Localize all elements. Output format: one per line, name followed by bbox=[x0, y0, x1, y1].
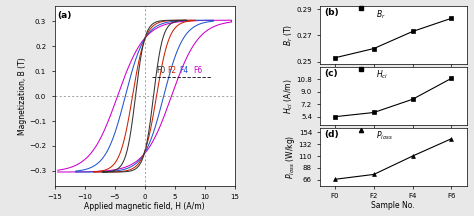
Text: (c): (c) bbox=[324, 69, 337, 78]
Y-axis label: Magnetization, B (T): Magnetization, B (T) bbox=[18, 57, 27, 135]
Text: F0: F0 bbox=[156, 66, 166, 75]
Y-axis label: $B_r$ (T): $B_r$ (T) bbox=[283, 24, 295, 46]
Text: (d): (d) bbox=[324, 130, 338, 139]
X-axis label: Sample No.: Sample No. bbox=[372, 201, 415, 210]
Text: F4: F4 bbox=[179, 66, 189, 75]
Y-axis label: $P_{loss}$ (W/kg): $P_{loss}$ (W/kg) bbox=[284, 135, 297, 179]
X-axis label: Applied magnetic field, H (A/m): Applied magnetic field, H (A/m) bbox=[84, 202, 205, 211]
Text: $B_r$: $B_r$ bbox=[375, 8, 385, 21]
Text: F2: F2 bbox=[167, 66, 176, 75]
Text: $H_{ci}$: $H_{ci}$ bbox=[375, 69, 388, 81]
Text: (b): (b) bbox=[324, 8, 338, 17]
Y-axis label: $H_{ci}$ (A/m): $H_{ci}$ (A/m) bbox=[283, 78, 295, 114]
Text: $P_{loss}$: $P_{loss}$ bbox=[375, 130, 392, 142]
Text: F6: F6 bbox=[194, 66, 203, 75]
Text: (a): (a) bbox=[57, 11, 72, 21]
